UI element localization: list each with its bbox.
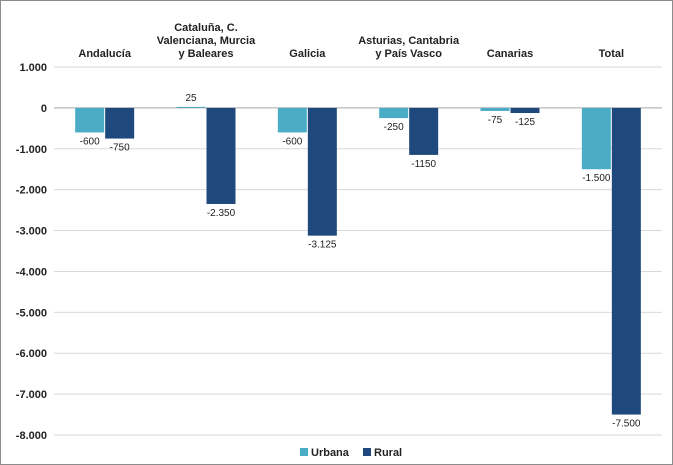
bar-rural xyxy=(611,107,641,415)
data-label-rural: -750 xyxy=(110,143,130,154)
data-labels: -600 -750 25 -2.350 -600 -3.125 -250 -1150 -75 -1… xyxy=(80,93,641,430)
data-label-urbana: -75 xyxy=(488,115,503,126)
category-label-line: Galicia xyxy=(289,48,326,60)
data-label-rural: -1150 xyxy=(411,159,436,170)
data-label-urbana: -1.500 xyxy=(582,173,611,184)
category-label-line: Cataluña, C. xyxy=(174,22,238,34)
data-label-urbana: -600 xyxy=(80,136,100,147)
category-label: Andalucía xyxy=(78,48,131,60)
y-tick-label: -5.000 xyxy=(16,307,47,319)
y-tick-label: 1.000 xyxy=(19,62,47,74)
y-tick-label: -3.000 xyxy=(16,226,47,238)
bar-urbana xyxy=(75,107,105,133)
category-label: Cataluña, C. Valenciana, Murcia y Baleares xyxy=(157,22,256,60)
legend: Urbana Rural xyxy=(300,447,402,459)
bar-urbana xyxy=(176,106,206,108)
category-label: Galicia xyxy=(289,48,326,60)
y-tick-label: -6.000 xyxy=(16,348,47,360)
legend-label-urbana: Urbana xyxy=(311,447,350,459)
category-label: Total xyxy=(599,48,624,60)
bar-urbana xyxy=(581,107,611,170)
category-label-line: Valenciana, Murcia xyxy=(157,35,256,47)
category-label-line: Total xyxy=(599,48,624,60)
category-label-line: Asturias, Cantabria xyxy=(358,35,460,47)
bar-urbana xyxy=(480,107,510,111)
legend-swatch-rural xyxy=(363,448,371,456)
category-label: Canarias xyxy=(487,48,533,60)
gridlines xyxy=(54,66,662,436)
category-label-line: y Baleares xyxy=(178,48,233,60)
data-label-urbana: -600 xyxy=(282,136,302,147)
legend-label-rural: Rural xyxy=(374,447,402,459)
y-tick-label: -4.000 xyxy=(16,266,47,278)
data-label-urbana: -250 xyxy=(384,122,404,133)
bar-urbana xyxy=(379,107,409,119)
y-tick-label: -8.000 xyxy=(16,430,47,442)
category-label-line: Canarias xyxy=(487,48,533,60)
y-tick-label: 0 xyxy=(41,103,47,115)
category-label-line: y País Vasco xyxy=(375,48,442,60)
data-label-rural: -7.500 xyxy=(612,419,641,430)
data-label-rural: -125 xyxy=(515,117,535,128)
bar-urbana xyxy=(277,107,307,133)
y-tick-label: -2.000 xyxy=(16,185,47,197)
category-label: Asturias, Cantabria y País Vasco xyxy=(358,35,460,60)
bar-rural xyxy=(105,107,135,139)
data-label-rural: -3.125 xyxy=(308,240,337,251)
y-tick-label: -7.000 xyxy=(16,389,47,401)
bar-rural xyxy=(409,107,439,155)
bars xyxy=(75,106,641,415)
y-axis-tick-labels: 1.000 0 -1.000 -2.000 -3.000 -4.000 -5.000 -6.0… xyxy=(16,62,47,442)
data-label-urbana: 25 xyxy=(185,93,197,104)
bar-rural xyxy=(206,107,236,204)
bar-rural xyxy=(510,107,540,113)
legend-swatch-urbana xyxy=(300,448,308,456)
category-label-line: Andalucía xyxy=(78,48,131,60)
y-tick-label: -1.000 xyxy=(16,144,47,156)
bar-rural xyxy=(307,107,337,236)
data-label-rural: -2.350 xyxy=(207,208,236,219)
